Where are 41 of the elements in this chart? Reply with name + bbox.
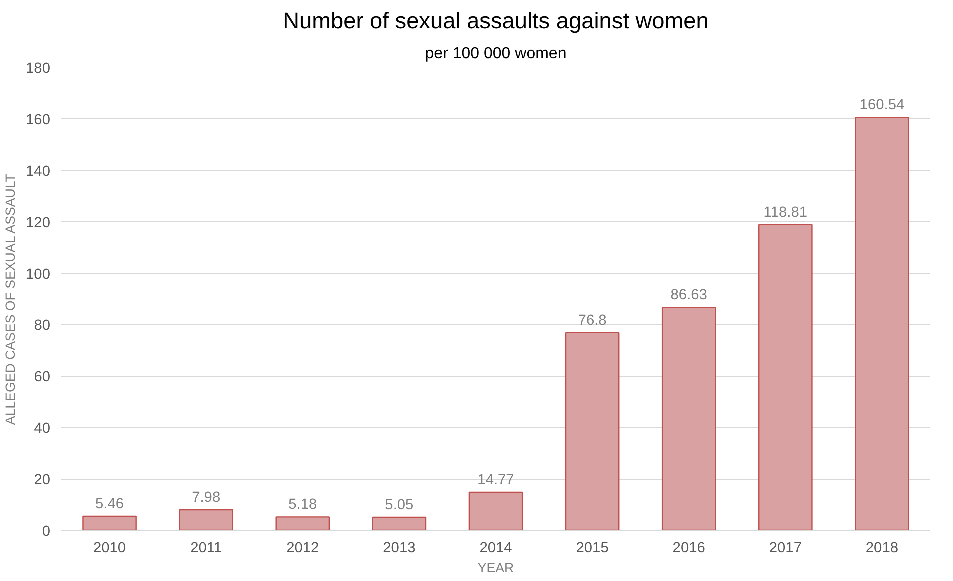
chart-subtitle: per 100 000 women xyxy=(425,46,567,62)
x-tick-label: 2017 xyxy=(769,540,802,556)
bar xyxy=(82,516,137,530)
bar xyxy=(565,332,620,530)
x-tick-label: 2013 xyxy=(383,540,416,556)
x-tick-label: 2011 xyxy=(190,540,222,556)
x-tick-label: 2012 xyxy=(286,540,320,556)
chart-title: Number of sexual assaults against women xyxy=(283,8,709,34)
data-label: 5.05 xyxy=(385,498,414,514)
data-label: 76.8 xyxy=(578,312,607,329)
data-label: 160.54 xyxy=(860,98,905,114)
y-tick-label: 80 xyxy=(34,318,51,334)
data-label: 7.98 xyxy=(192,490,221,506)
data-label: 118.81 xyxy=(764,204,808,221)
y-tick-label: 120 xyxy=(26,215,51,232)
bar xyxy=(276,516,330,530)
x-tick-label: 2010 xyxy=(93,540,126,556)
x-tick-label: 2015 xyxy=(576,540,609,556)
bar xyxy=(662,307,716,530)
bar xyxy=(855,116,910,530)
data-label: 5.18 xyxy=(288,497,318,514)
x-axis-title: YEAR xyxy=(478,560,514,576)
data-label: 14.77 xyxy=(478,472,514,489)
y-tick-label: 160 xyxy=(26,112,51,128)
y-tick-label: 60 xyxy=(34,370,51,386)
bar xyxy=(179,509,234,530)
y-tick-label: 40 xyxy=(34,421,51,438)
x-tick-label: 2018 xyxy=(866,540,899,556)
y-axis-title: ALLEGED CASES OF SEXUAL ASSAULT xyxy=(3,174,18,426)
bar xyxy=(758,224,813,530)
x-tick-label: 2016 xyxy=(672,540,706,556)
bar xyxy=(468,492,524,530)
y-tick-label: 180 xyxy=(26,61,51,77)
y-tick-label: 0 xyxy=(42,524,51,540)
x-tick-label: 2014 xyxy=(480,540,512,556)
data-label: 5.46 xyxy=(96,496,124,512)
y-tick-label: 100 xyxy=(26,266,51,283)
data-label: 86.63 xyxy=(670,288,708,304)
y-tick-label: 20 xyxy=(34,472,51,489)
bar xyxy=(372,516,427,530)
y-tick-label: 140 xyxy=(26,164,51,180)
